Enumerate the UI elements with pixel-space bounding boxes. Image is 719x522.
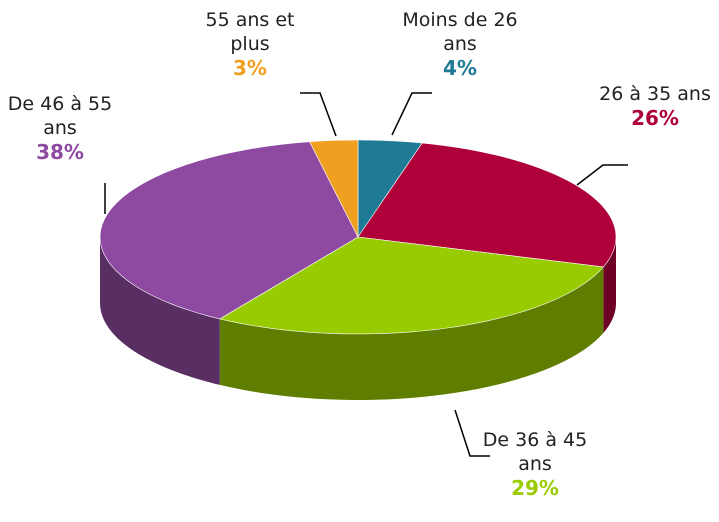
slice-label: De 36 à 45 ans 29%: [475, 428, 595, 500]
slice-side: [603, 237, 616, 333]
slice: [218, 236, 604, 335]
category-label: De 36 à 45 ans: [482, 429, 588, 475]
leader-line: [454, 409, 490, 457]
slice-label: 26 à 35 ans 26%: [595, 82, 715, 130]
value-label: 3%: [233, 56, 267, 80]
slice: [357, 139, 423, 238]
value-label: 26%: [631, 106, 679, 130]
category-label: 26 à 35 ans: [599, 83, 711, 105]
value-label: 29%: [511, 476, 559, 500]
category-label: 55 ans et plus: [205, 9, 295, 55]
slice: [99, 141, 359, 320]
slice-label: 55 ans et plus 3%: [190, 8, 310, 80]
leader-line: [391, 92, 432, 136]
slice-label: De 46 à 55 ans 38%: [5, 92, 115, 164]
category-label: Moins de 26 ans: [402, 9, 518, 55]
leader-line: [576, 164, 628, 186]
slice: [357, 142, 617, 268]
value-label: 38%: [36, 140, 84, 164]
slice-side: [219, 266, 604, 400]
slice-label: Moins de 26 ans 4%: [395, 8, 525, 80]
value-label: 4%: [443, 56, 477, 80]
slice: [309, 139, 359, 238]
category-label: De 46 à 55 ans: [7, 93, 113, 139]
leader-line: [300, 92, 337, 137]
slice-side: [100, 237, 220, 385]
